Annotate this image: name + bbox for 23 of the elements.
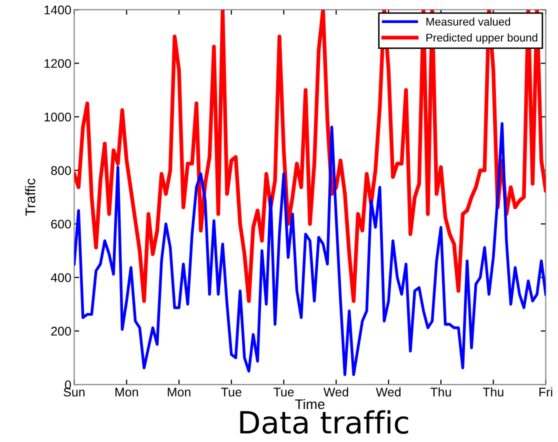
x-tick-label: Tue: [221, 388, 242, 396]
x-tick-label: Wed: [323, 387, 348, 396]
x-tick-label: Thu: [430, 387, 451, 396]
y-tick-label: 1000: [44, 112, 71, 122]
x-tick-label: Thu: [482, 387, 504, 396]
y-tick-label: 200: [51, 326, 71, 336]
y-tick-label: 800: [51, 166, 71, 176]
x-tick-label: Wed: [376, 387, 400, 396]
y-tick-label: 1400: [44, 6, 71, 14]
x-axis-title: Time: [295, 398, 325, 410]
text: Data traffic: [240, 410, 408, 434]
legend-label: Measured valued: [426, 18, 510, 26]
line-series: [74, 122, 546, 376]
x-tick-label: Fri: [539, 387, 552, 396]
x-tick-label: Tue: [274, 388, 294, 396]
y-tick-label: 600: [51, 220, 71, 229]
y-axis-title: Traffic: [25, 178, 36, 216]
x-tick-label: Mon: [115, 388, 138, 396]
y-tick-label: 400: [50, 273, 71, 282]
x-tick-label: Mon: [168, 388, 190, 396]
legend-label: Predicted upper bound: [426, 33, 538, 44]
x-tick-label: Sun: [64, 388, 85, 396]
y-tick-label: 1200: [44, 59, 71, 68]
